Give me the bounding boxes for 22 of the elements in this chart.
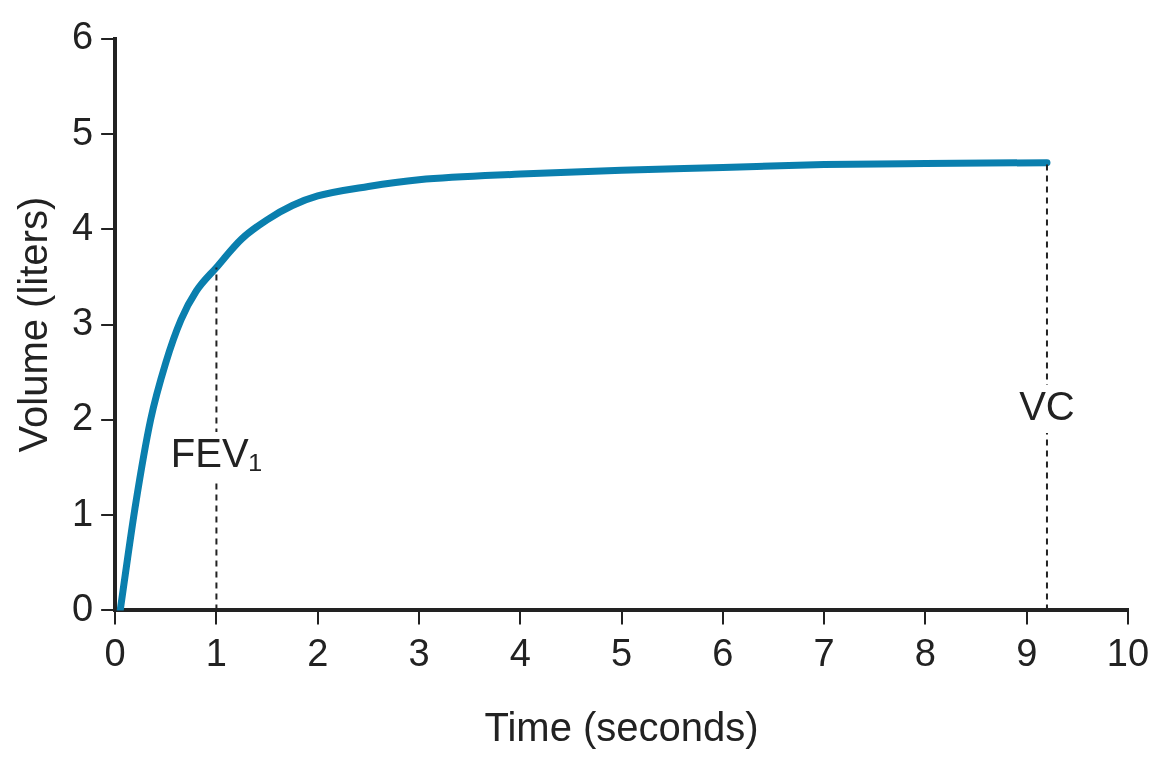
x-tick-label: 8 bbox=[914, 631, 936, 674]
x-tick-label: 10 bbox=[1106, 631, 1150, 674]
x-tick-label: 7 bbox=[813, 631, 835, 674]
x-tick-label: 3 bbox=[408, 631, 430, 674]
x-tick-label: 1 bbox=[205, 631, 227, 674]
y-tick-label: 2 bbox=[71, 396, 94, 439]
x-tick-label: 9 bbox=[1016, 631, 1038, 674]
y-tick-label: 0 bbox=[71, 586, 94, 629]
y-tick-label: 1 bbox=[71, 491, 94, 534]
x-tick-label: 2 bbox=[307, 631, 329, 674]
y-tick-label: 5 bbox=[71, 110, 94, 153]
y-tick-label: 6 bbox=[71, 15, 94, 58]
y-tick-label: 3 bbox=[71, 301, 94, 344]
x-tick-label: 4 bbox=[509, 631, 531, 674]
y-axis-title: Volume (liters) bbox=[11, 196, 56, 453]
x-tick-label: 0 bbox=[104, 631, 126, 674]
y-tick-label: 4 bbox=[71, 205, 94, 248]
ref-line-label: FEV₁ bbox=[170, 431, 263, 476]
ref-line-label: VC bbox=[1019, 383, 1075, 428]
x-tick-label: 6 bbox=[712, 631, 734, 674]
x-tick-label: 5 bbox=[611, 631, 633, 674]
x-axis-title: Time (seconds) bbox=[484, 705, 759, 750]
